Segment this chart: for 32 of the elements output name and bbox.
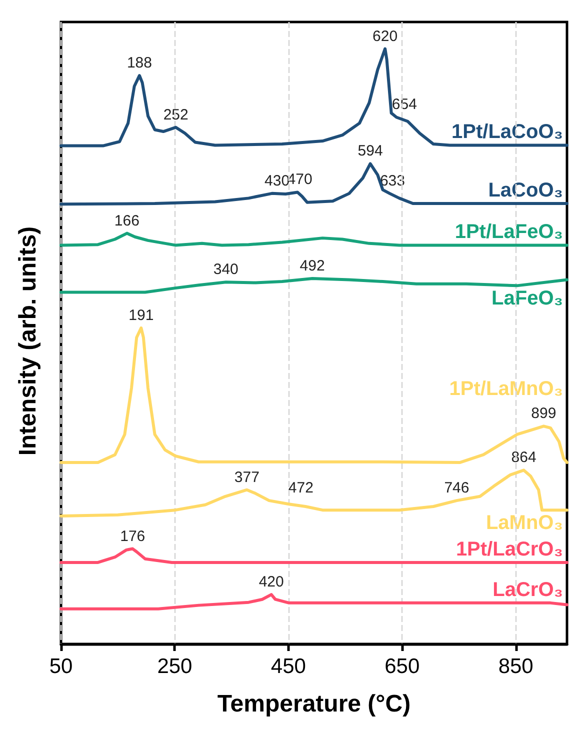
series-label: LaCoO₃ xyxy=(488,180,563,202)
series-label: LaMnO₃ xyxy=(486,512,563,534)
series-label: 1Pt/LaMnO₃ xyxy=(449,378,563,400)
x-tick-label: 450 xyxy=(270,655,306,678)
annotation: 492 xyxy=(300,258,325,275)
annotation: 470 xyxy=(287,171,312,188)
annotation: 340 xyxy=(213,261,238,278)
annotation: 377 xyxy=(234,468,260,486)
annotation: 420 xyxy=(258,574,284,591)
annotation: 188 xyxy=(126,54,152,72)
x-tick-label: 250 xyxy=(157,655,192,678)
annotation: 166 xyxy=(114,212,140,230)
annotation: 430 xyxy=(264,172,290,190)
annotation: 472 xyxy=(288,480,314,497)
x-tick-label: 50 xyxy=(49,655,73,678)
annotation: 594 xyxy=(358,142,383,160)
annotation: 899 xyxy=(531,405,556,422)
series-label: 1Pt/LaFeO₃ xyxy=(454,221,563,244)
series-label: 1Pt/LaCoO₃ xyxy=(452,121,563,144)
annotation: 746 xyxy=(444,480,470,497)
series-label: 1Pt/LaCrO₃ xyxy=(456,538,563,560)
annotation: 176 xyxy=(120,528,146,545)
x-tick-label: 850 xyxy=(498,655,534,678)
annotation: 191 xyxy=(128,306,154,324)
series-label: LaCrO₃ xyxy=(492,578,563,601)
x-tick-label: 650 xyxy=(384,655,420,678)
x-axis-title: Temperature (°C) xyxy=(217,690,411,718)
annotation: 620 xyxy=(372,28,398,45)
annotation: 252 xyxy=(163,106,188,124)
series-label: LaFeO₃ xyxy=(492,288,563,310)
y-axis-title: Intensity (arb. units) xyxy=(14,226,42,456)
annotation: 864 xyxy=(511,449,536,466)
